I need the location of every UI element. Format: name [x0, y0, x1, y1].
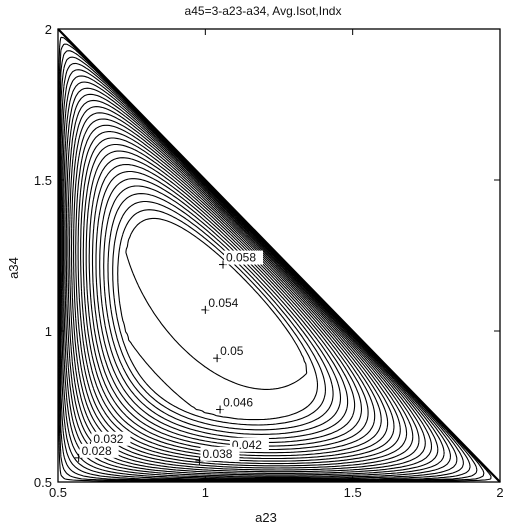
x-tick-label: 2 [496, 485, 503, 500]
y-axis-label: a34 [6, 257, 21, 279]
contour-line [125, 217, 308, 390]
annotation-label-bg [224, 250, 264, 265]
contour-line [60, 69, 458, 480]
contour-line [117, 209, 319, 421]
contour-value-label: 0.058 [226, 251, 256, 265]
contour-line [75, 124, 401, 465]
contour-line [91, 163, 363, 447]
y-tick-label: 1 [45, 324, 52, 339]
contour-line [61, 75, 451, 479]
x-axis-label: a23 [255, 510, 277, 524]
y-axis-ticks: 0.5 1 1.5 2 [34, 22, 500, 490]
contour-line [67, 99, 426, 473]
contour-value-label: 0.032 [93, 432, 123, 446]
contour-line [73, 118, 408, 467]
contour-value-label: 0.028 [82, 444, 112, 458]
contour-line [80, 137, 389, 460]
contour-line [65, 93, 433, 474]
contour-value-label: 0.05 [220, 344, 244, 358]
contour-line [107, 193, 334, 431]
contour-value-label: 0.042 [232, 438, 262, 452]
annotation-label-bg [218, 344, 251, 359]
x-axis-ticks: 0.5 1 1.5 2 [49, 29, 504, 500]
x-tick-label: 1 [202, 485, 209, 500]
contour-line [99, 178, 349, 440]
contour-line [85, 150, 376, 454]
annotation-label-bg [91, 431, 131, 446]
contour-line [112, 200, 326, 426]
x-tick-label: 1.5 [344, 485, 362, 500]
contour-line [77, 131, 395, 462]
contour-value-label: 0.054 [208, 296, 238, 310]
chart-title: a45=3-a23-a34, Avg.Isot,Indx [185, 4, 342, 18]
y-tick-label: 1.5 [34, 173, 52, 188]
y-tick-label: 0.5 [34, 475, 52, 490]
annotation-label-bg [200, 446, 240, 461]
contour-value-label: 0.046 [223, 396, 253, 410]
annotation-label-bg [79, 443, 119, 458]
x-tick-label: 0.5 [49, 485, 67, 500]
y-tick-label: 2 [45, 22, 52, 37]
contour-value-label: 0.038 [202, 447, 232, 461]
contour-line [95, 170, 356, 444]
contour-line [103, 185, 342, 435]
annotation-label-bg [221, 395, 261, 410]
annotation-label-bg [229, 437, 269, 452]
contour-line [70, 112, 414, 469]
contour-lines [57, 36, 492, 483]
contour-line [64, 87, 439, 476]
contour-line [69, 106, 420, 471]
contour-line [82, 143, 382, 457]
contour-line [62, 81, 445, 477]
annotation-label-bg [206, 295, 246, 310]
